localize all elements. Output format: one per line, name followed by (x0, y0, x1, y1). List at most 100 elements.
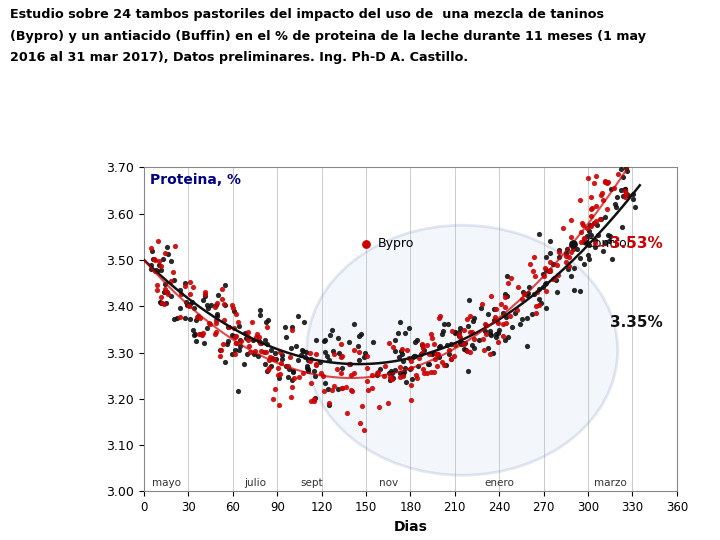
Point (152, 281, 163, 289)
Point (227, 331, 238, 340)
Point (211, 312, 222, 321)
Point (217, 295, 228, 303)
Point (454, 323, 466, 332)
Point (476, 300, 487, 308)
Text: 3.53%: 3.53% (598, 237, 663, 251)
Point (259, 360, 271, 368)
Point (530, 308, 541, 317)
Point (485, 329, 496, 338)
Point (590, 242, 601, 251)
Point (500, 293, 511, 302)
Point (538, 270, 549, 279)
Point (400, 378, 412, 387)
Point (204, 320, 216, 328)
Point (202, 300, 213, 309)
Point (184, 300, 196, 308)
Point (297, 347, 309, 356)
Point (578, 234, 590, 243)
Point (253, 336, 264, 345)
Point (355, 329, 366, 338)
Point (579, 260, 590, 268)
Point (287, 323, 298, 332)
Point (259, 336, 271, 345)
Point (468, 314, 480, 322)
Point (230, 339, 242, 347)
Point (186, 298, 198, 306)
Point (489, 312, 500, 321)
Point (429, 355, 441, 363)
Point (464, 312, 475, 320)
Point (191, 336, 202, 345)
Point (264, 353, 276, 361)
Point (270, 355, 282, 364)
Point (567, 239, 579, 248)
Point (217, 340, 228, 349)
Text: (Bypro) y un antiacido (Buffin) en el % de proteina de la leche durante 11 meses: (Bypro) y un antiacido (Buffin) en el % … (10, 30, 646, 43)
Point (387, 374, 399, 382)
Point (343, 360, 355, 368)
Point (394, 353, 405, 361)
Point (527, 267, 539, 275)
Point (578, 234, 590, 242)
Point (228, 307, 240, 315)
Point (505, 312, 516, 321)
Point (372, 367, 384, 376)
Point (382, 399, 394, 408)
Point (193, 329, 204, 338)
Point (400, 363, 411, 372)
Point (264, 356, 275, 364)
Point (319, 348, 330, 356)
Point (266, 354, 278, 362)
Point (492, 338, 504, 346)
Point (544, 258, 556, 266)
Point (583, 227, 595, 236)
Point (310, 336, 322, 345)
Point (385, 367, 397, 375)
Point (490, 305, 502, 313)
Point (413, 362, 424, 370)
Point (540, 252, 552, 261)
Text: Proteina, %: Proteina, % (150, 173, 241, 187)
Point (546, 275, 558, 284)
Point (222, 340, 233, 349)
Point (442, 320, 454, 328)
Point (359, 426, 370, 435)
Point (577, 219, 588, 227)
Point (156, 299, 167, 307)
Point (432, 349, 444, 358)
Point (544, 266, 556, 275)
Point (282, 362, 294, 370)
Point (467, 317, 479, 326)
Point (544, 249, 556, 258)
Point (409, 352, 420, 360)
Point (359, 353, 370, 361)
Point (244, 347, 256, 356)
Point (492, 328, 504, 337)
Point (265, 346, 276, 354)
Point (230, 339, 242, 348)
Point (187, 326, 199, 335)
Point (274, 370, 286, 379)
Point (233, 346, 244, 355)
Point (594, 214, 606, 223)
Point (406, 380, 418, 389)
Point (158, 255, 169, 264)
Point (482, 344, 494, 353)
Point (554, 248, 565, 256)
Point (480, 320, 491, 329)
Point (459, 339, 470, 348)
Point (353, 332, 364, 340)
Point (616, 165, 627, 174)
Point (314, 358, 325, 367)
Point (215, 352, 226, 361)
Point (544, 237, 556, 245)
Point (445, 340, 456, 348)
Point (619, 185, 631, 193)
Point (469, 344, 480, 353)
Point (411, 374, 423, 382)
Point (565, 248, 577, 256)
Point (541, 279, 552, 287)
Point (228, 324, 240, 333)
Point (323, 401, 335, 409)
Point (456, 339, 467, 347)
